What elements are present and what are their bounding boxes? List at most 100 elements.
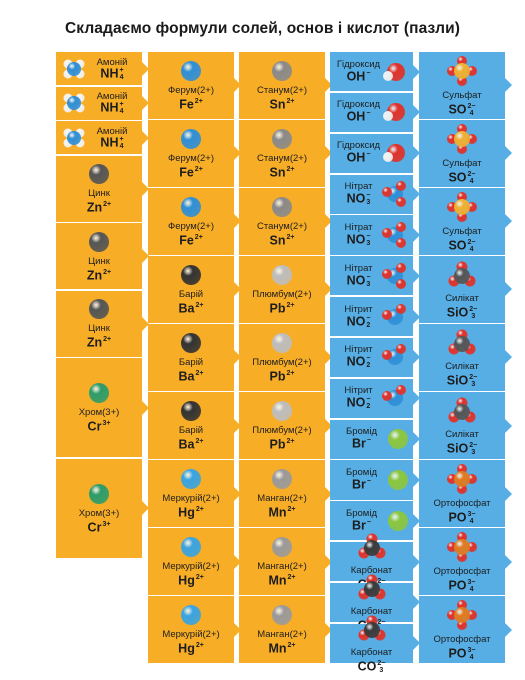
anion-puzzle-piece[interactable]: Силікат SiO 2− 3 [419, 256, 512, 323]
hydrogen-atom [383, 152, 393, 163]
anion-puzzle-piece[interactable]: Бромід Br − [330, 460, 420, 500]
cation-puzzle-piece[interactable]: Ферум(2+) Fe 2+ [148, 120, 241, 187]
iron-atom-icon [181, 128, 201, 149]
sulfur-atom [454, 130, 470, 147]
ion-formula: Ba 2+ [148, 370, 234, 384]
silicate-molecule-icon [448, 397, 476, 423]
cation-puzzle-piece[interactable]: Барій Ba 2+ [148, 256, 241, 323]
ion-formula: Sn 2+ [239, 234, 325, 248]
cation-puzzle-piece[interactable]: Меркурій(2+) Hg 2+ [148, 460, 241, 527]
ion-name: Цинк [88, 188, 110, 199]
anion-puzzle-piece[interactable]: Гідроксид OH − [330, 52, 420, 92]
cation-puzzle-piece[interactable]: Амоній NH +4 [56, 86, 149, 120]
anion-puzzle-piece[interactable]: Гідроксид OH − [330, 133, 420, 173]
formula-base: NO [346, 395, 366, 410]
ammonium-molecule-icon [63, 93, 85, 113]
formula-base: Ba [178, 437, 195, 452]
anion-puzzle-piece[interactable]: Сульфат SO 2− 4 [419, 120, 512, 187]
iron-atom-icon [181, 196, 201, 217]
puzzle-connector [234, 554, 241, 569]
manganese-atom-icon [272, 537, 292, 558]
formula-subscript [196, 513, 204, 520]
cation-puzzle-piece[interactable]: Плюмбум(2+) Pb 2+ [239, 392, 332, 459]
anion-puzzle-piece[interactable]: Нітрит NO −2 [330, 337, 420, 378]
formula-charge: 2− [469, 305, 478, 313]
formula-base: Sn [269, 97, 286, 112]
oxygen-atom [382, 350, 392, 361]
anion-puzzle-piece[interactable]: Сульфат SO 2− 4 [419, 52, 512, 119]
formula-subscript [287, 309, 295, 316]
formula-subscript: 3 [471, 312, 476, 320]
cation-puzzle-piece[interactable]: Цинк Zn 2+ [56, 223, 149, 289]
anion-puzzle-piece[interactable]: Нітрат NO −3 [330, 174, 420, 214]
formula-charge: 2+ [287, 574, 296, 582]
anion-puzzle-piece[interactable]: Ортофосфат PO 3− 4 [419, 460, 512, 527]
formula-charge: 2+ [103, 268, 112, 276]
ion-name: Амоній [96, 56, 128, 68]
oxygen-atom [382, 187, 392, 198]
formula-base: Zn [86, 200, 103, 215]
cation-puzzle-piece[interactable]: Плюмбум(2+) Pb 2+ [239, 324, 332, 391]
formula-subscript [367, 485, 371, 492]
hydrogen-atom [383, 70, 393, 81]
ion-name: Станум(2+) [257, 84, 307, 96]
anion-puzzle-piece[interactable]: Сульфат SO 2− 4 [419, 188, 512, 255]
cation-puzzle-piece[interactable]: Манган(2+) Mn 2+ [239, 596, 332, 663]
anion-puzzle-piece[interactable]: Ортофосфат PO 3− 4 [419, 596, 512, 663]
cation-puzzle-piece[interactable]: Меркурій(2+) Hg 2+ [148, 596, 241, 663]
formula-charge: 2+ [286, 369, 295, 377]
cation-puzzle-piece[interactable]: Амоній NH +4 [56, 121, 149, 154]
formula-base: OH [346, 109, 366, 124]
ion-name: Нітрат [344, 262, 373, 274]
cation-puzzle-piece[interactable]: Станум(2+) Sn 2+ [239, 188, 332, 255]
anion-puzzle-piece[interactable]: Нітрат NO −3 [330, 256, 420, 296]
anion-puzzle-piece[interactable]: Силікат SiO 2− 3 [419, 324, 512, 391]
formula-subscript [288, 513, 296, 520]
cation-puzzle-piece[interactable]: Хром(3+) Cr 3+ [56, 358, 149, 457]
anion-puzzle-piece[interactable]: Нітрит NO −2 [330, 378, 420, 418]
cation-puzzle-piece[interactable]: Станум(2+) Sn 2+ [239, 52, 332, 119]
cation-puzzle-piece[interactable]: Станум(2+) Sn 2+ [239, 120, 332, 187]
ion-formula: NO −2 [330, 314, 387, 328]
anion-puzzle-piece[interactable]: Нітрат NO −3 [330, 215, 420, 255]
cation-puzzle-piece[interactable]: Амоній NH +4 [56, 52, 149, 85]
formula-charge: − [366, 437, 371, 445]
cation-puzzle-piece[interactable]: Манган(2+) Mn 2+ [239, 528, 332, 595]
cation-puzzle-piece[interactable]: Хром(3+) Cr 3+ [56, 458, 149, 558]
cation-puzzle-piece[interactable]: Барій Ba 2+ [148, 392, 241, 459]
anion-puzzle-piece[interactable]: Гідроксид OH − [330, 92, 420, 133]
cation-puzzle-piece[interactable]: Ферум(2+) Fe 2+ [148, 188, 241, 255]
atom-sphere [272, 605, 292, 626]
anion-puzzle-piece[interactable]: Ортофосфат PO 3− 4 [419, 528, 512, 595]
cation-puzzle-piece[interactable]: Цинк Zn 2+ [56, 155, 149, 222]
chromium-atom-icon [89, 383, 109, 403]
cation-puzzle-piece[interactable]: Манган(2+) Mn 2+ [239, 460, 332, 527]
cation-puzzle-piece[interactable]: Цинк Zn 2+ [56, 290, 149, 357]
formula-charge: 2+ [194, 233, 203, 241]
atom-sphere [181, 537, 201, 558]
ion-name: Сульфат [442, 157, 482, 169]
cation-puzzle-piece[interactable]: Ферум(2+) Fe 2+ [148, 52, 241, 119]
formula-subscript: 3 [379, 666, 384, 674]
formula-subscript: 3 [366, 239, 371, 247]
cation-puzzle-piece[interactable]: Меркурій(2+) Hg 2+ [148, 528, 241, 595]
ion-formula: NO −2 [330, 355, 387, 369]
anion-puzzle-piece[interactable]: Силікат SiO 2− 3 [419, 392, 512, 459]
formula-charge: − [366, 110, 371, 118]
ion-formula: NH +4 [82, 101, 142, 115]
formula-charge: 2+ [195, 506, 204, 514]
anion-puzzle-piece[interactable]: Нітрит NO −2 [330, 297, 420, 337]
formula-charge: 2+ [195, 642, 204, 650]
cation-puzzle-piece[interactable]: Плюмбум(2+) Pb 2+ [239, 256, 332, 323]
ion-formula: Br − [330, 437, 393, 451]
ion-formula: Hg 2+ [148, 506, 234, 520]
formula-base: Hg [178, 573, 195, 588]
atom-sphere [89, 483, 109, 504]
ion-formula: Br − [330, 478, 393, 492]
formula-charge: 2− [377, 618, 386, 626]
formula-base: OH [346, 68, 366, 83]
atom-sphere [181, 128, 201, 149]
cation-puzzle-piece[interactable]: Барій Ba 2+ [148, 324, 241, 391]
anion-puzzle-piece[interactable]: Бромід Br − [330, 419, 420, 459]
